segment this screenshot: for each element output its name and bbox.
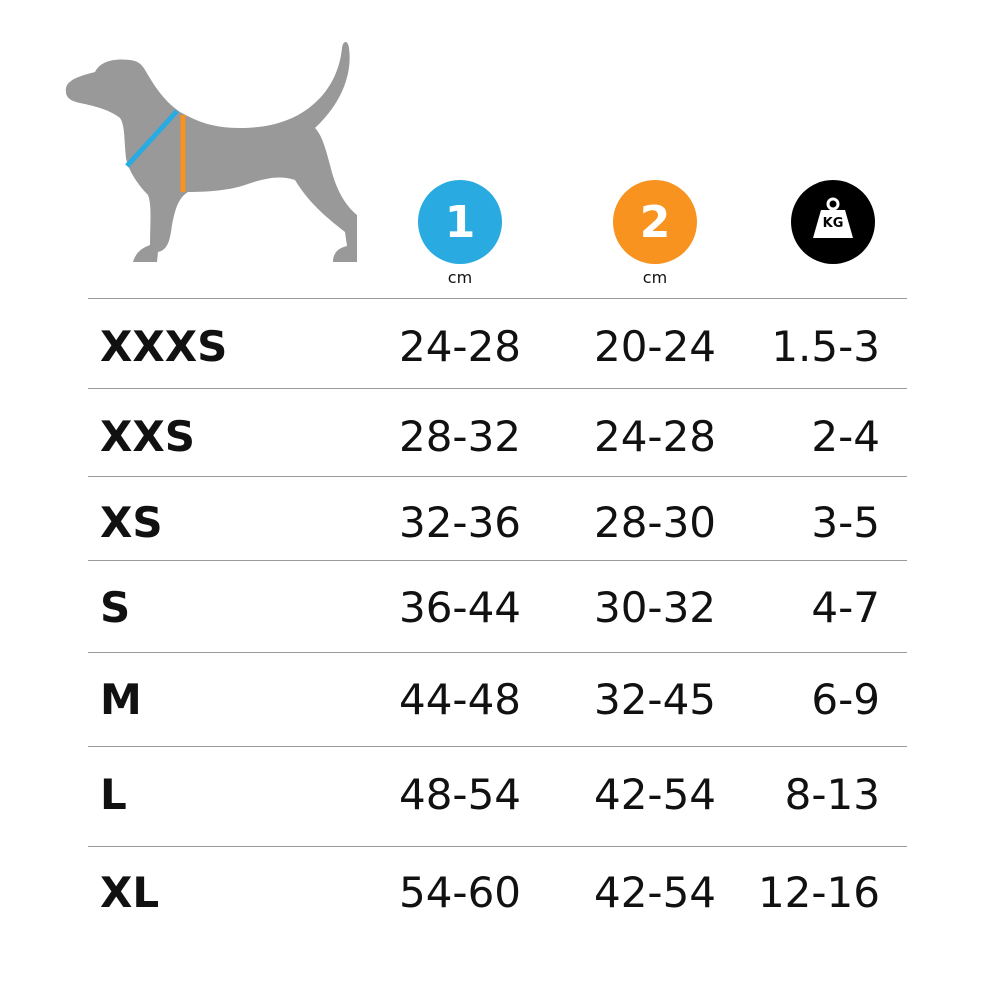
size-cell: XS: [100, 498, 163, 547]
measure2-cell: 24-28: [593, 412, 717, 461]
measure1-cell: 48-54: [398, 770, 522, 819]
measure1-line: [125, 109, 179, 168]
weight-cell: 2-4: [811, 412, 880, 461]
measure2-badge: 2: [613, 180, 697, 264]
row-divider: [88, 388, 907, 389]
dog-illustration: [65, 42, 357, 262]
weight-label: KG: [822, 216, 844, 231]
weight-badge: KG: [791, 180, 875, 264]
row-divider: [88, 652, 907, 653]
measure1-cell: 32-36: [398, 498, 522, 547]
row-divider: [88, 560, 907, 561]
measure2-cell: 30-32: [593, 583, 717, 632]
size-cell: S: [100, 583, 131, 632]
row-divider: [88, 746, 907, 747]
measure1-cell: 36-44: [398, 583, 522, 632]
weight-cell: 8-13: [784, 770, 880, 819]
weight-cell: 4-7: [811, 583, 880, 632]
measure1-cell: 24-28: [398, 322, 522, 371]
size-cell: XL: [100, 868, 160, 917]
measure2-cell: 42-54: [593, 868, 717, 917]
size-cell: M: [100, 675, 142, 724]
row-divider: [88, 846, 907, 847]
measure1-cell: 28-32: [398, 412, 522, 461]
weight-cell: 6-9: [811, 675, 880, 724]
row-divider: [88, 298, 907, 299]
weight-cell: 12-16: [757, 868, 880, 917]
row-divider: [88, 476, 907, 477]
size-cell: XXS: [100, 412, 196, 461]
measure2-cell: 28-30: [593, 498, 717, 547]
measure2-cell: 42-54: [593, 770, 717, 819]
size-cell: XXXS: [100, 322, 228, 371]
measure1-badge: 1: [418, 180, 502, 264]
measure1-unit: cm: [447, 268, 473, 287]
size-cell: L: [100, 770, 127, 819]
measure2-unit: cm: [642, 268, 668, 287]
weight-kg-icon: [813, 197, 853, 238]
weight-cell: 3-5: [811, 498, 880, 547]
dog-silhouette-icon: [65, 42, 357, 262]
measure2-cell: 20-24: [593, 322, 717, 371]
measure1-cell: 54-60: [398, 868, 522, 917]
measure1-cell: 44-48: [398, 675, 522, 724]
measure2-cell: 32-45: [593, 675, 717, 724]
weight-cell: 1.5-3: [771, 322, 880, 371]
